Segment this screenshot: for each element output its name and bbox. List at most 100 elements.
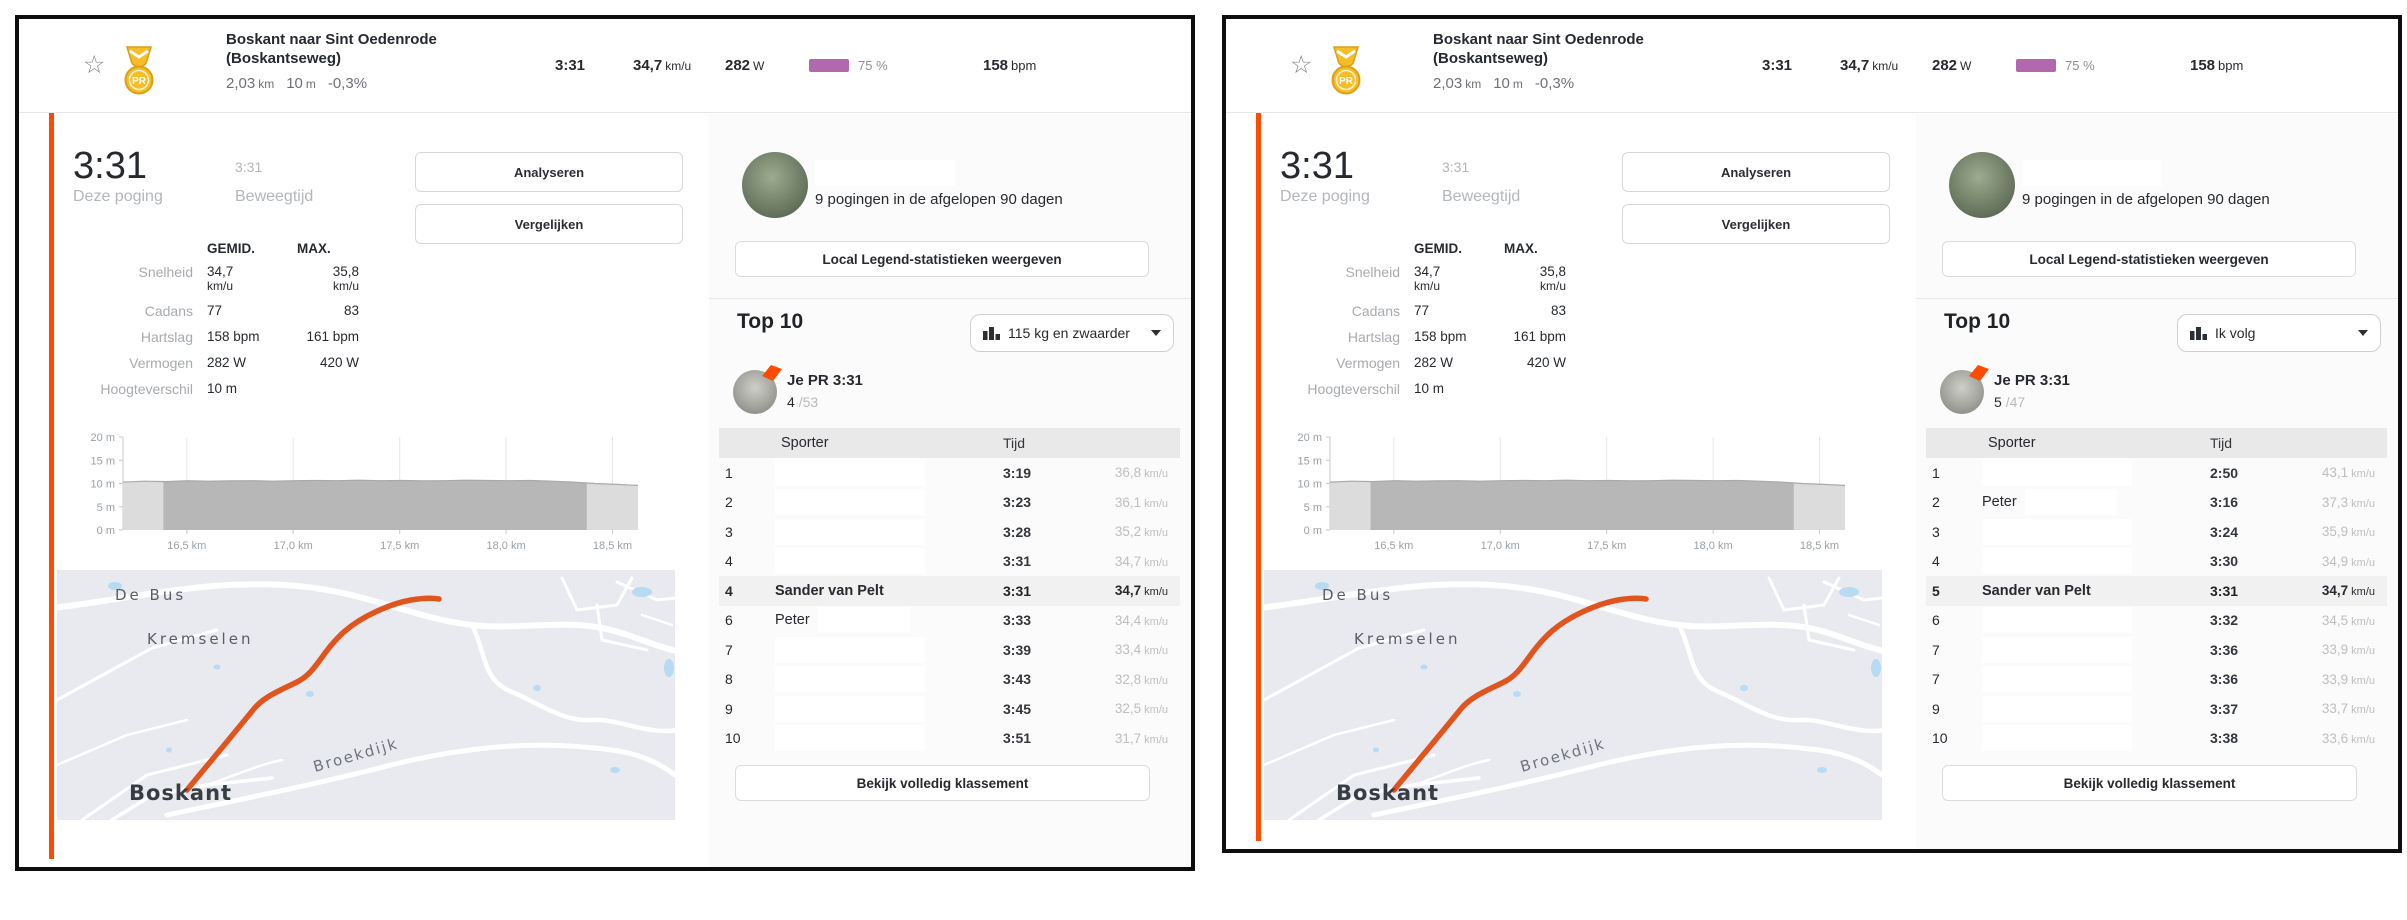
leaderboard-row: 1 2:50 43,1 km/u [1926, 458, 2387, 488]
y-tick-label: 0 m [1304, 525, 1322, 537]
star-icon[interactable]: ☆ [83, 51, 106, 79]
athlete-name-cell [775, 459, 997, 486]
redacted-name [775, 636, 925, 663]
segment-map[interactable]: De Bus Kremselen Boskant Broekdijk [57, 570, 675, 820]
pr-medal-icon: PR [120, 45, 158, 97]
analyze-button[interactable]: Analyseren [415, 152, 683, 192]
athlete-name-cell [1982, 666, 2204, 693]
view-full-leaderboard-button[interactable]: Bekijk volledig klassement [1942, 765, 2357, 801]
analyze-button[interactable]: Analyseren [1622, 152, 1890, 192]
athlete-avatar[interactable] [742, 152, 808, 218]
athlete-name-cell[interactable]: Peter [1982, 489, 2204, 516]
top10-title: Top 10 [1944, 310, 2011, 333]
athlete-name-cell[interactable]: Peter [775, 607, 997, 634]
speed-cell: 31,7 km/u [1114, 730, 1168, 746]
redacted-name [1982, 725, 2132, 752]
filter-label: 115 kg en zwaarder [1008, 325, 1130, 341]
time-cell: 3:36 [2210, 641, 2239, 658]
speed-cell: 34,7 km/u [2321, 583, 2375, 599]
attempt-stats-table: GEMID. MAX. Snelheid 34,7 km/u 35,8 km/u Cada… [79, 241, 359, 407]
time-cell: 3:33 [1003, 612, 1032, 629]
local-legend-button[interactable]: Local Legend-statistieken weergeven [1942, 241, 2356, 277]
segment-detail-panel: ☆ PR Boskant naar Sint Oedenrode (Boskan… [15, 15, 1195, 871]
stat-row: Hoogteverschil 10 m [79, 381, 359, 397]
redacted-name [775, 518, 925, 545]
segment-title-block[interactable]: Boskant naar Sint Oedenrode (Boskantsewe… [1433, 30, 1743, 92]
y-tick-label: 20 m [91, 432, 115, 444]
speed-cell: 34,4 km/u [1114, 612, 1168, 628]
athlete-name-cell [1982, 636, 2204, 663]
athlete-name-cell [1982, 695, 2204, 722]
rank-cell: 3 [725, 523, 733, 540]
effort-swatch [809, 59, 849, 72]
moving-time-label: Beweegtijd [1442, 188, 1521, 205]
attempt-label: Deze poging [73, 188, 163, 205]
athlete-name-cell [775, 548, 997, 575]
attempt-label: Deze poging [1280, 188, 1370, 205]
redacted-name [775, 548, 925, 575]
stats-header-row: GEMID. MAX. [1286, 241, 1566, 256]
athlete-name-cell [775, 636, 997, 663]
redacted-name [1982, 607, 2132, 634]
compare-button[interactable]: Vergelijken [1622, 204, 1890, 244]
rank-cell: 6 [1932, 612, 1940, 629]
segment-accent-bar [1256, 27, 1261, 841]
segment-map[interactable]: De Bus Kremselen Boskant Broekdijk [1264, 570, 1882, 820]
stat-max-value: 420 W [1526, 355, 1566, 370]
pr-label: Je PR 3:31 [1994, 372, 2070, 389]
leaderboard-filter-dropdown[interactable]: Ik volg [2177, 314, 2381, 352]
header-power: 282 W [1932, 57, 1972, 74]
segment-title-line2: (Boskantseweg) [226, 50, 342, 67]
athlete-name-cell [1982, 518, 2204, 545]
map-label-de-bus: De Bus [1322, 586, 1393, 604]
segment-title-line2: (Boskantseweg) [1433, 50, 1549, 67]
map-label-boskant: Boskant [1336, 781, 1439, 805]
stat-row: Hartslag 158 bpm 161 bpm [1286, 329, 1566, 345]
athlete-name-cell[interactable]: Sander van Pelt [1982, 582, 2091, 599]
athlete-name-cell [775, 725, 997, 752]
pr-rank: 4 /53 [787, 394, 819, 410]
svg-text:PR: PR [1339, 76, 1354, 87]
elevation-chart: 16,5 km 17,0 km 17,5 km 18,0 km 18,5 km 20 m 1… [1298, 432, 1846, 552]
header-power: 282 W [725, 57, 765, 74]
leaderboard-row: 3 3:24 35,9 km/u [1926, 517, 2387, 547]
elevation-chart: 16,5 km 17,0 km 17,5 km 18,0 km 18,5 km 20 m 1… [91, 432, 639, 552]
stat-row: Hoogteverschil 10 m [1286, 381, 1566, 397]
rank-cell: 1 [1932, 464, 1940, 481]
map-label-de-bus: De Bus [115, 586, 186, 604]
pr-arrow-badge-icon [762, 365, 782, 381]
stat-avg-value: 282 W [1414, 355, 1454, 370]
athlete-name-cell[interactable]: Sander van Pelt [775, 582, 884, 599]
leaderboard-column: 9 pogingen in de afgelopen 90 dagen Loca… [1916, 114, 2398, 849]
star-icon[interactable]: ☆ [1290, 51, 1313, 79]
rank-cell: 5 [1932, 582, 1940, 599]
compare-button[interactable]: Vergelijken [415, 204, 683, 244]
map-label-kremselen: Kremselen [1354, 630, 1460, 648]
x-tick-label: 16,5 km [167, 540, 206, 552]
svg-text:PR: PR [132, 76, 147, 87]
speed-cell: 33,9 km/u [2321, 642, 2375, 658]
segment-header: ☆ PR Boskant naar Sint Oedenrode (Boskan… [19, 19, 1191, 113]
stat-label: Cadans [1351, 303, 1400, 319]
time-cell: 3:32 [2210, 612, 2239, 629]
time-cell: 3:28 [1003, 523, 1032, 540]
athlete-name-cell [1982, 607, 2204, 634]
speed-cell: 34,7 km/u [1114, 553, 1168, 569]
segment-title-block[interactable]: Boskant naar Sint Oedenrode (Boskantsewe… [226, 30, 536, 92]
rank-cell: 4 [725, 582, 733, 599]
local-legend-button[interactable]: Local Legend-statistieken weergeven [735, 241, 1149, 277]
athlete-avatar[interactable] [1949, 152, 2015, 218]
athlete-name-cell [775, 695, 997, 722]
leaderboard-filter-dropdown[interactable]: 115 kg en zwaarder [970, 314, 1174, 352]
view-full-leaderboard-button[interactable]: Bekijk volledig klassement [735, 765, 1150, 801]
speed-cell: 35,9 km/u [2321, 524, 2375, 540]
elevation-area [163, 480, 587, 530]
x-tick-label: 16,5 km [1374, 540, 1413, 552]
stat-row: Vermogen 282 W 420 W [79, 355, 359, 371]
stat-max-value: 35,8 km/u [1539, 264, 1566, 293]
y-tick-label: 15 m [91, 455, 115, 467]
attempt-time: 3:31 [73, 145, 147, 187]
effort-percent: 75 % [858, 58, 888, 73]
redacted-name [775, 489, 925, 516]
chevron-down-icon [1151, 330, 1161, 336]
